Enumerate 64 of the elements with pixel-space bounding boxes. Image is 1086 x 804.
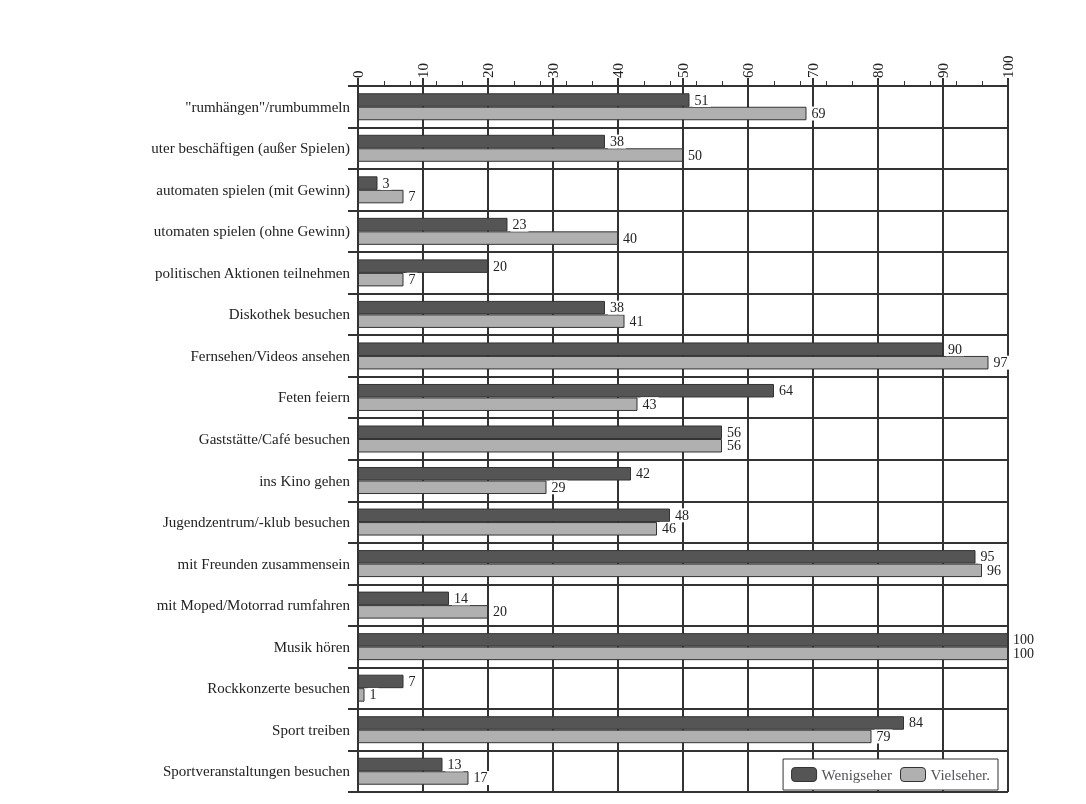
x-tick-label: 90 (935, 63, 951, 78)
legend-label: Wenigseher (821, 766, 893, 783)
y-tick-label: automaten spielen (mit Gewinn) (156, 181, 350, 199)
data-label: 64 (779, 383, 793, 399)
y-tick-label: politischen Aktionen teilnehmen (155, 264, 351, 281)
data-label: 90 (948, 341, 962, 357)
x-tick-label: 50 (675, 63, 691, 78)
y-tick-label: mit Moped/Motorrad rumfahren (156, 597, 351, 614)
y-tick-label: Jugendzentrum/-klub besuchen (162, 514, 351, 531)
data-label: 14 (454, 590, 468, 606)
x-tick-label: 80 (870, 63, 886, 78)
y-tick-label: Musik hören (273, 638, 351, 655)
data-label: 7 (408, 189, 416, 205)
y-tick-label: Feten feiern (277, 389, 351, 406)
data-label: 29 (551, 479, 566, 495)
y-tick-label: Rockkonzerte besuchen (207, 680, 351, 697)
x-tick-label: 100 (1000, 55, 1016, 78)
data-label: 46 (662, 521, 676, 537)
data-label: 51 (694, 92, 709, 108)
y-tick-label: utomaten spielen (ohne Gewinn) (153, 223, 350, 241)
y-tick-label: mit Freunden zusammensein (177, 555, 351, 572)
data-label: 41 (629, 313, 644, 329)
y-tick-label: Diskothek besuchen (228, 306, 351, 323)
x-tick-label: 60 (740, 63, 756, 78)
y-tick-label: Gaststätte/Café besuchen (198, 431, 351, 447)
data-label: 38 (610, 134, 624, 150)
data-label: 7 (408, 673, 416, 689)
data-label: 97 (993, 355, 1008, 371)
data-label: 95 (980, 549, 995, 565)
data-label: 56 (727, 438, 741, 454)
data-label: 79 (876, 728, 891, 744)
x-tick-label: 40 (610, 63, 626, 78)
x-tick-label: 20 (480, 63, 496, 78)
data-label: 17 (473, 770, 488, 786)
x-tick-label: 0 (350, 70, 366, 78)
data-label: 40 (623, 230, 637, 246)
data-label: 50 (688, 147, 702, 163)
legend-label: Vielseher. (930, 766, 991, 783)
data-label: 100 (1013, 632, 1034, 648)
y-tick-label: ins Kino gehen (259, 472, 351, 489)
x-tick-label: 30 (545, 63, 561, 78)
data-label: 13 (447, 756, 462, 772)
data-label: 38 (610, 300, 624, 316)
x-tick-label: 10 (415, 63, 431, 78)
y-tick-label: Sport treiben (272, 721, 351, 738)
y-tick-label: "rumhängen"/rumbummeln (185, 98, 351, 115)
data-label: 69 (811, 106, 826, 122)
data-label: 43 (642, 396, 657, 412)
y-tick-label: Sportveranstaltungen besuchen (162, 763, 351, 780)
data-label: 7 (408, 272, 416, 288)
y-tick-label: uter beschäftigen (außer Spielen) (151, 140, 350, 158)
x-tick-label: 70 (805, 63, 821, 78)
data-label: 20 (493, 258, 507, 274)
data-label: 20 (493, 604, 507, 620)
data-label: 42 (636, 466, 650, 482)
data-label: 1 (369, 687, 377, 703)
data-label: 23 (512, 217, 527, 233)
y-tick-label: Fernsehen/Videos ansehen (190, 347, 351, 364)
data-label: 56 (727, 424, 741, 440)
data-label: 96 (987, 562, 1001, 578)
data-label: 48 (675, 507, 689, 523)
data-label: 3 (382, 175, 390, 191)
data-label: 84 (909, 715, 923, 731)
data-label: 100 (1013, 645, 1034, 661)
